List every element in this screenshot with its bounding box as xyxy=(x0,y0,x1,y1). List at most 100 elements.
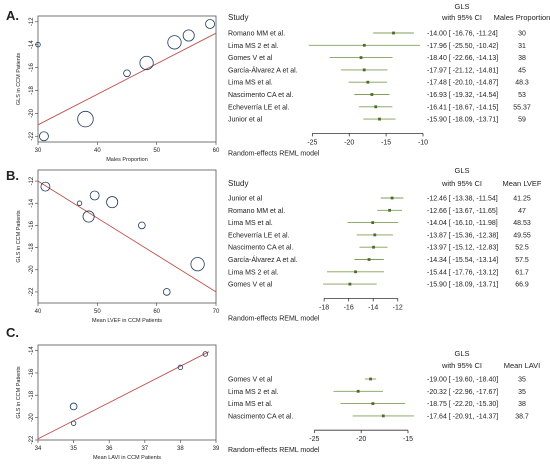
forest-footer: Random-effects REML model xyxy=(228,447,320,454)
y-axis-label: GLS in CCM Patients xyxy=(16,366,22,419)
scatter-point xyxy=(205,19,215,29)
x-tick-label: 50 xyxy=(94,309,101,315)
estimate-marker xyxy=(371,221,375,224)
x-tick-label: 37 xyxy=(141,446,148,452)
y-tick-label: -12 xyxy=(29,176,35,185)
forest-ci-value: -13.87 [ -15.36, -12.38] xyxy=(427,232,498,239)
estimate-marker xyxy=(367,258,371,261)
estimate-marker xyxy=(373,233,377,237)
panel-label-2: B. xyxy=(6,168,19,183)
forest-study-label: Romano MM et al. xyxy=(228,31,285,38)
estimate-marker xyxy=(381,414,385,418)
forest-tick-label: -10 xyxy=(418,139,428,146)
estimate-marker xyxy=(371,402,375,405)
forest-extra-value: 61.7 xyxy=(515,269,529,276)
forest-tick-label: -25 xyxy=(309,436,319,443)
x-tick-label: 36 xyxy=(106,446,113,452)
panel-label-1: A. xyxy=(6,8,19,23)
scatter-point xyxy=(82,210,95,223)
forest-study-label: Gomes V et al xyxy=(228,282,273,289)
y-tick-label: -12 xyxy=(29,17,35,26)
x-tick-label: 60 xyxy=(213,148,220,154)
scatter-point xyxy=(69,402,78,411)
forest-extra-value: 47 xyxy=(518,208,526,215)
forest-tick-label: -15 xyxy=(381,139,391,146)
forest-ci-value: -14.04 [ -16.10, -11.98] xyxy=(427,220,498,227)
col-effect-header: GLS xyxy=(454,349,469,358)
scatter-point xyxy=(70,420,77,426)
fit-line xyxy=(37,351,210,440)
forest-study-label: Romano MM et al. xyxy=(228,208,285,215)
col-ci-header: with 95% CI xyxy=(441,179,482,188)
y-tick-label: -18 xyxy=(29,243,35,252)
forest-tick-label: -15 xyxy=(403,436,413,443)
scatter-point xyxy=(76,200,83,206)
forest-extra-value: 57.5 xyxy=(515,257,529,264)
forest-ci-value: -17.64 [ -20.91, -14.37] xyxy=(427,413,498,420)
y-tick-label: -20 xyxy=(29,108,35,117)
x-tick-label: 35 xyxy=(70,446,77,452)
y-tick-label: -16 xyxy=(29,63,35,72)
y-tick-label: -22 xyxy=(29,435,35,444)
forest-extra-value: 49.55 xyxy=(513,232,531,239)
forest-extra-value: 59 xyxy=(518,117,526,124)
col-extra-header: Mean LAVI xyxy=(504,361,541,370)
forest-study-label: Lima MS 2 et al. xyxy=(228,43,279,50)
y-tick-label: -16 xyxy=(29,368,35,377)
forest-ci-value: -18.75 [ -22.20, -15.30] xyxy=(427,401,498,408)
y-tick-label: -14 xyxy=(29,198,35,207)
scatter-frame-3 xyxy=(37,344,217,441)
y-tick-label: -14 xyxy=(29,40,35,49)
forest-ci-value: -13.97 [ -15.12, -12.83] xyxy=(427,245,498,252)
forest-extra-value: 55.37 xyxy=(513,104,531,111)
forest-extra-value: 30 xyxy=(518,31,526,38)
estimate-marker xyxy=(369,377,372,381)
forest-study-label: Lima MS et al. xyxy=(228,220,273,227)
forest-ci-value: -14.00 [ -16.76, -11.24] xyxy=(427,31,498,38)
forest-tick-label: -14 xyxy=(368,304,378,311)
forest-extra-value: 48.3 xyxy=(515,80,529,87)
scatter-frame-2 xyxy=(37,169,217,304)
estimate-marker xyxy=(359,56,363,59)
forest-extra-value: 38.7 xyxy=(515,413,529,420)
forest-ci-value: -17.97 [ -21.12, -14.81] xyxy=(427,67,498,74)
estimate-marker xyxy=(356,389,360,393)
forest-study-label: García-Álvarez A et al. xyxy=(228,255,298,264)
estimate-marker xyxy=(374,105,378,109)
forest-tick-label: -18 xyxy=(319,304,329,311)
forest-extra-value: 31 xyxy=(518,43,526,50)
x-tick-label: 30 xyxy=(35,148,42,154)
col-effect-header: GLS xyxy=(454,166,469,175)
scatter-point xyxy=(177,364,184,371)
col-ci-header: with 95% CI xyxy=(441,361,482,370)
y-tick-label: -16 xyxy=(29,220,35,229)
forest-ci-value: -15.90 [ -18.09, -13.71] xyxy=(427,117,498,124)
y-tick-label: -18 xyxy=(29,85,35,94)
y-axis-label: GLS in CCM Patients xyxy=(16,210,22,263)
forest-extra-value: 45 xyxy=(518,67,526,74)
x-tick-label: 40 xyxy=(94,148,101,154)
x-tick-label: 50 xyxy=(153,148,160,154)
forest-extra-value: 48.53 xyxy=(513,220,531,227)
scatter-frame-1 xyxy=(37,15,217,143)
forest-study-label: Gomes V et al xyxy=(228,55,273,62)
x-tick-label: 38 xyxy=(177,446,184,452)
estimate-marker xyxy=(370,93,374,96)
x-tick-label: 70 xyxy=(213,309,220,315)
forest-study-label: Echeverría LE et al. xyxy=(228,104,290,111)
forest-study-label: Lima MS et al. xyxy=(228,80,273,87)
x-tick-label: 60 xyxy=(153,309,160,315)
fit-line xyxy=(37,32,217,126)
forest-ci-value: -17.48 [ -20.10, -14.87] xyxy=(427,80,498,87)
forest-extra-value: 35 xyxy=(518,377,526,384)
forest-study-label: Nascimento CA et al. xyxy=(228,245,293,252)
scatter-point xyxy=(138,221,146,230)
forest-study-label: Junior et al xyxy=(228,196,263,203)
col-study-header: Study xyxy=(228,13,248,22)
col-study-header: Study xyxy=(228,179,248,188)
forest-study-label: García-Álvarez A et al. xyxy=(228,65,298,74)
panel-label-3: C. xyxy=(6,325,19,340)
estimate-marker xyxy=(372,245,375,249)
forest-ci-value: -18.40 [ -22.66, -14.13] xyxy=(427,55,498,62)
